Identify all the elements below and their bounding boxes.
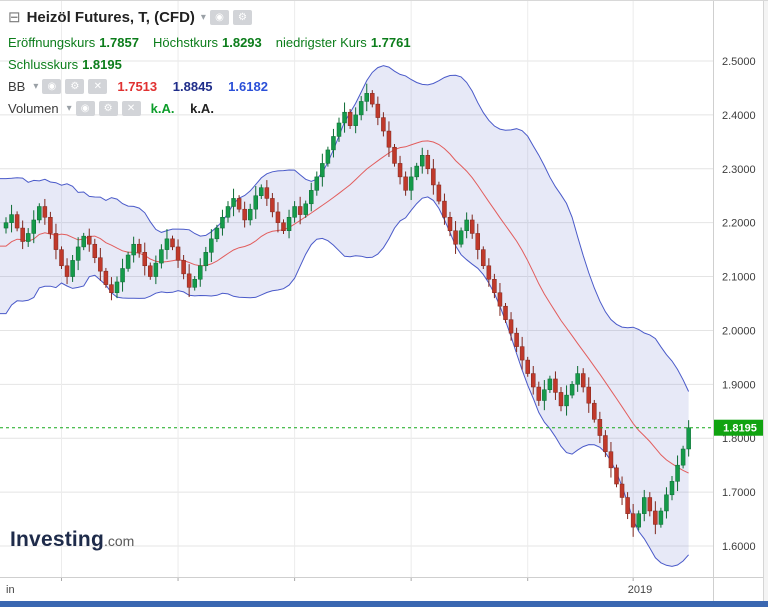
- close-row: Schlusskurs 1.8195: [8, 57, 425, 72]
- bb-upper-value: 1.8845: [172, 79, 213, 94]
- svg-text:1.6000: 1.6000: [722, 541, 756, 553]
- open-value: 1.7857: [99, 35, 139, 50]
- svg-text:2.2000: 2.2000: [722, 218, 756, 230]
- bb-values: 1.7513 1.8845 1.6182: [117, 79, 280, 94]
- open-pair: Eröffnungskurs 1.7857: [8, 35, 139, 50]
- x-axis-label: in: [6, 584, 15, 596]
- bollinger-middle-line: [0, 140, 689, 474]
- svg-text:1.9000: 1.9000: [722, 379, 756, 391]
- volume-values: k.A. k.A.: [151, 101, 226, 116]
- bollinger-lower-line: [0, 196, 689, 567]
- bottom-border-bar: [0, 601, 768, 607]
- chart-legend: ⊟ Heizöl Futures, T, (CFD) ▾ ◉ ⚙ Eröffnu…: [8, 9, 425, 123]
- open-label: Eröffnungskurs: [8, 35, 96, 50]
- volume-indicator-row: Volumen ▾ ◉ ⚙ ✕ k.A. k.A.: [8, 101, 425, 116]
- svg-text:2.1000: 2.1000: [722, 272, 756, 284]
- bb-lower-value: 1.6182: [228, 79, 268, 94]
- svg-text:1.7000: 1.7000: [722, 487, 756, 499]
- settings-icon[interactable]: ⚙: [65, 79, 85, 94]
- svg-text:1.8195: 1.8195: [723, 423, 757, 435]
- high-label: Höchstkurs: [152, 35, 218, 50]
- symbol-title-row: ⊟ Heizöl Futures, T, (CFD) ▾ ◉ ⚙: [8, 9, 425, 26]
- logo-tld: .com: [103, 533, 135, 549]
- bb-indicator-row: BB ▾ ◉ ⚙ ✕ 1.7513 1.8845 1.6182: [8, 79, 425, 94]
- x-axis-label: 2019: [628, 584, 652, 596]
- bollinger-band-fill: [0, 65, 689, 567]
- close-pair: Schlusskurs 1.8195: [8, 57, 122, 72]
- ohlc-row: Eröffnungskurs 1.7857 Höchstkurs 1.8293 ni…: [8, 35, 425, 50]
- investing-logo[interactable]: Investing.com: [10, 528, 134, 552]
- chevron-down-icon[interactable]: ▾: [66, 103, 72, 114]
- volume-label: Volumen: [8, 101, 59, 116]
- chevron-down-icon[interactable]: ▾: [33, 81, 39, 92]
- symbol-title: Heizöl Futures, T, (CFD): [26, 9, 195, 26]
- close-value: 1.8195: [82, 57, 122, 72]
- high-pair: Höchstkurs 1.8293: [153, 35, 262, 50]
- visibility-icon[interactable]: ◉: [42, 79, 62, 94]
- high-value: 1.8293: [222, 35, 262, 50]
- close-icon[interactable]: ✕: [88, 79, 108, 94]
- svg-text:2.4000: 2.4000: [722, 110, 756, 122]
- svg-text:2.5000: 2.5000: [722, 56, 756, 68]
- svg-text:1.8000: 1.8000: [722, 433, 756, 445]
- low-pair: niedrigster Kurs 1.7761: [276, 35, 411, 50]
- low-value: 1.7761: [370, 35, 411, 50]
- logo-text: Investing: [10, 528, 104, 551]
- visibility-icon[interactable]: ◉: [209, 10, 229, 25]
- volume-value: k.A.: [150, 101, 175, 116]
- volume-ma-value: k.A.: [190, 101, 214, 116]
- close-label: Schlusskurs: [8, 57, 79, 72]
- settings-icon[interactable]: ⚙: [98, 101, 118, 116]
- settings-icon[interactable]: ⚙: [232, 10, 252, 25]
- collapse-icon[interactable]: ⊟: [8, 9, 21, 26]
- bb-label: BB: [8, 79, 26, 94]
- last-price-tag: [714, 419, 766, 436]
- low-label: niedrigster Kurs: [275, 35, 367, 50]
- scrollbar[interactable]: [763, 1, 768, 602]
- visibility-icon[interactable]: ◉: [75, 101, 95, 116]
- chevron-down-icon[interactable]: ▾: [200, 12, 206, 23]
- svg-text:2.3000: 2.3000: [722, 164, 756, 176]
- bb-middle-value: 1.7513: [117, 79, 158, 94]
- svg-text:2.0000: 2.0000: [722, 325, 756, 337]
- close-icon[interactable]: ✕: [121, 101, 141, 116]
